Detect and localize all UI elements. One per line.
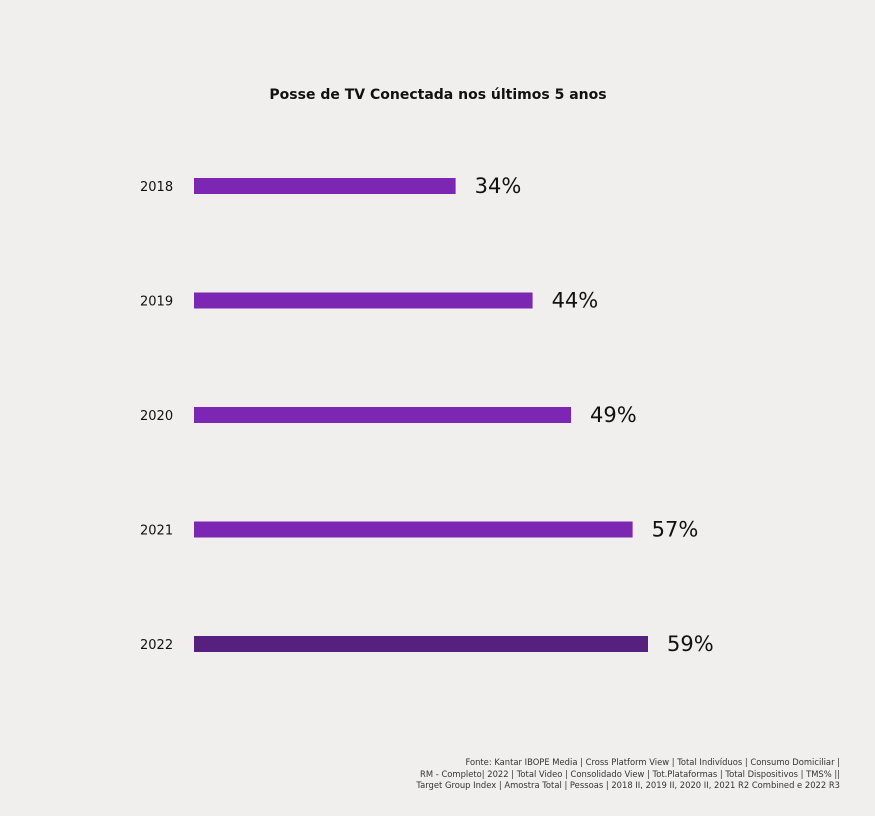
bar	[194, 292, 533, 309]
source-line: RM - Completo| 2022 | Total Video | Cons…	[420, 768, 840, 779]
source-line: Target Group Index | Amostra Total | Pes…	[416, 780, 840, 790]
category-label: 2018	[140, 180, 173, 195]
source-note: Fonte: Kantar IBOPE Media | Cross Platfo…	[370, 757, 840, 792]
value-label: 34%	[475, 174, 522, 198]
value-label: 59%	[667, 632, 714, 656]
chart-title: Posse de TV Conectada nos últimos 5 anos	[269, 87, 606, 103]
category-label: 2020	[140, 409, 173, 424]
category-label: 2021	[140, 524, 173, 539]
value-label: 44%	[552, 289, 599, 313]
bar	[194, 636, 648, 652]
value-label: 49%	[590, 403, 637, 427]
source-line: Fonte: Kantar IBOPE Media | Cross Platfo…	[465, 757, 840, 767]
bar	[194, 521, 633, 538]
category-label: 2022	[140, 638, 173, 653]
category-label: 2019	[140, 295, 173, 310]
bar	[194, 178, 456, 194]
bars-layer: 2018 34% 2019 44% 2020 49% 2021 57% 2022 59%	[140, 174, 714, 656]
value-label: 57%	[652, 518, 699, 542]
bar	[194, 407, 572, 423]
